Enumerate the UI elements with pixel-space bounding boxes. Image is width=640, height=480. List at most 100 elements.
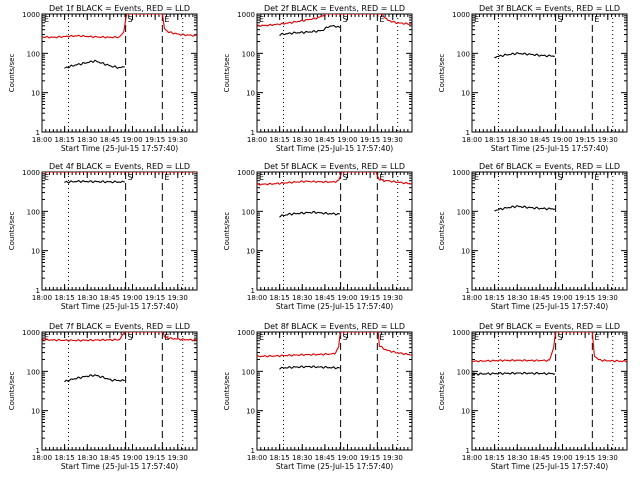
y-tick-label: 10: [461, 248, 470, 256]
y-tick-label: 1: [36, 129, 40, 137]
x-tick-label: 19:00: [122, 454, 142, 462]
x-tick-label: 19:15: [360, 136, 380, 144]
axis-frame: [471, 171, 628, 291]
lld-series: [42, 332, 197, 342]
y-tick-label: 1000: [237, 11, 255, 19]
x-tick-label: 18:15: [55, 454, 75, 462]
x-tick-label: 19:15: [575, 136, 595, 144]
segment-letter: E: [474, 333, 479, 342]
x-tick-label: 18:00: [32, 136, 52, 144]
panel-title: Det 6f BLACK = Events, RED = LLD: [479, 162, 620, 171]
x-tick-label: 18:45: [315, 136, 335, 144]
y-tick-label: 1: [251, 447, 255, 455]
y-tick-label: 10: [31, 248, 40, 256]
x-axis-label: Start Time (25-Jul-15 17:57:40): [276, 302, 393, 311]
x-axis-label: Start Time (25-Jul-15 17:57:40): [491, 462, 608, 471]
lld-series: [472, 332, 627, 363]
panel-4: Det 4f BLACK = Events, RED = LLD 1 10 100 10…: [8, 162, 198, 311]
segment-letter: E: [379, 333, 384, 342]
y-tick-label: 1000: [452, 169, 470, 177]
axis-frame: [471, 13, 628, 133]
x-tick-label: 19:00: [552, 294, 572, 302]
x-axis-label: Start Time (25-Jul-15 17:57:40): [61, 302, 178, 311]
segment-letter: E: [379, 15, 384, 24]
x-tick-label: 18:15: [270, 136, 290, 144]
x-tick-label: 18:15: [485, 454, 505, 462]
segment-letter: S: [343, 173, 348, 182]
segment-letter: E: [44, 333, 49, 342]
y-tick-label: 10: [461, 90, 470, 98]
x-tick-label: 19:15: [145, 294, 165, 302]
x-tick-label: 18:45: [530, 454, 550, 462]
y-tick-label: 1: [251, 287, 255, 295]
y-tick-label: 100: [242, 50, 255, 58]
x-tick-label: 18:30: [292, 136, 312, 144]
x-tick-label: 18:00: [247, 454, 267, 462]
x-tick-label: 18:45: [315, 294, 335, 302]
x-tick-label: 19:30: [383, 294, 403, 302]
panel-title: Det 9f BLACK = Events, RED = LLD: [479, 322, 620, 331]
x-tick-label: 18:15: [55, 294, 75, 302]
x-axis-label: Start Time (25-Jul-15 17:57:40): [491, 302, 608, 311]
x-tick-label: 18:30: [292, 294, 312, 302]
segment-letter: S: [128, 15, 133, 24]
x-tick-label: 18:30: [77, 294, 97, 302]
x-tick-label: 18:15: [485, 136, 505, 144]
y-axis-label: Counts/sec: [8, 212, 16, 251]
y-tick-label: 1000: [452, 329, 470, 337]
panel-title: Det 7f BLACK = Events, RED = LLD: [49, 322, 190, 331]
segment-letter: E: [594, 333, 599, 342]
lld-series: [257, 332, 412, 358]
y-axis-label: Counts/sec: [8, 54, 16, 93]
events-series: [279, 25, 341, 36]
panel-title: Det 2f BLACK = Events, RED = LLD: [264, 4, 405, 13]
x-tick-label: 18:15: [55, 136, 75, 144]
y-axis-label: Counts/sec: [438, 54, 446, 93]
panel-7: Det 7f BLACK = Events, RED = LLD 1 10 100 10…: [8, 322, 198, 471]
axis-frame: [41, 331, 198, 451]
events-series: [494, 204, 556, 212]
x-axis-label: Start Time (25-Jul-15 17:57:40): [61, 144, 178, 153]
segment-letter: S: [558, 15, 563, 24]
x-tick-label: 18:15: [270, 294, 290, 302]
panel-title: Det 1f BLACK = Events, RED = LLD: [49, 4, 190, 13]
x-tick-label: 19:30: [168, 294, 188, 302]
segment-letter: S: [128, 173, 133, 182]
segment-letter: E: [594, 15, 599, 24]
y-axis-label: Counts/sec: [438, 372, 446, 411]
segment-letter: S: [343, 15, 348, 24]
x-tick-label: 18:30: [77, 136, 97, 144]
y-tick-label: 1: [36, 287, 40, 295]
segment-letter: E: [164, 15, 169, 24]
x-tick-label: 19:00: [337, 454, 357, 462]
segment-letter: E: [259, 15, 264, 24]
segment-letter: S: [558, 333, 563, 342]
x-tick-label: 19:30: [383, 454, 403, 462]
axis-frame: [41, 13, 198, 133]
x-tick-label: 19:00: [552, 136, 572, 144]
y-tick-label: 10: [246, 248, 255, 256]
y-tick-label: 10: [246, 408, 255, 416]
panel-3: Det 3f BLACK = Events, RED = LLD 1 10 100 10…: [438, 4, 628, 153]
y-tick-label: 1: [466, 287, 470, 295]
x-tick-label: 19:30: [168, 136, 188, 144]
events-series: [279, 365, 340, 370]
segment-letter: E: [474, 173, 479, 182]
segment-letter: E: [474, 15, 479, 24]
x-tick-label: 18:45: [100, 294, 120, 302]
y-tick-label: 1000: [22, 329, 40, 337]
x-tick-label: 19:30: [598, 294, 618, 302]
y-tick-label: 10: [31, 90, 40, 98]
x-tick-label: 18:00: [32, 454, 52, 462]
segment-letter: S: [558, 173, 563, 182]
axis-frame: [256, 13, 413, 133]
panel-2: Det 2f BLACK = Events, RED = LLD 1 10 100 10…: [223, 4, 413, 153]
x-tick-label: 19:15: [360, 294, 380, 302]
y-tick-label: 1: [466, 129, 470, 137]
lld-series: [257, 172, 412, 186]
x-tick-label: 19:00: [337, 136, 357, 144]
x-tick-label: 18:00: [247, 136, 267, 144]
y-tick-label: 1000: [452, 11, 470, 19]
x-axis-label: Start Time (25-Jul-15 17:57:40): [276, 144, 393, 153]
